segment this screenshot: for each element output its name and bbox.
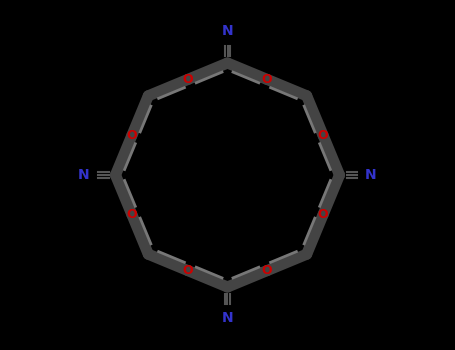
Text: O: O: [182, 73, 193, 86]
Text: N: N: [222, 312, 233, 326]
Text: N: N: [78, 168, 90, 182]
Text: O: O: [126, 129, 137, 142]
Text: O: O: [182, 264, 193, 277]
Text: N: N: [222, 25, 233, 38]
Text: O: O: [318, 129, 329, 142]
Text: N: N: [365, 168, 377, 182]
Text: O: O: [318, 208, 329, 221]
Text: O: O: [262, 73, 273, 86]
Text: O: O: [126, 208, 137, 221]
Text: O: O: [262, 264, 273, 277]
